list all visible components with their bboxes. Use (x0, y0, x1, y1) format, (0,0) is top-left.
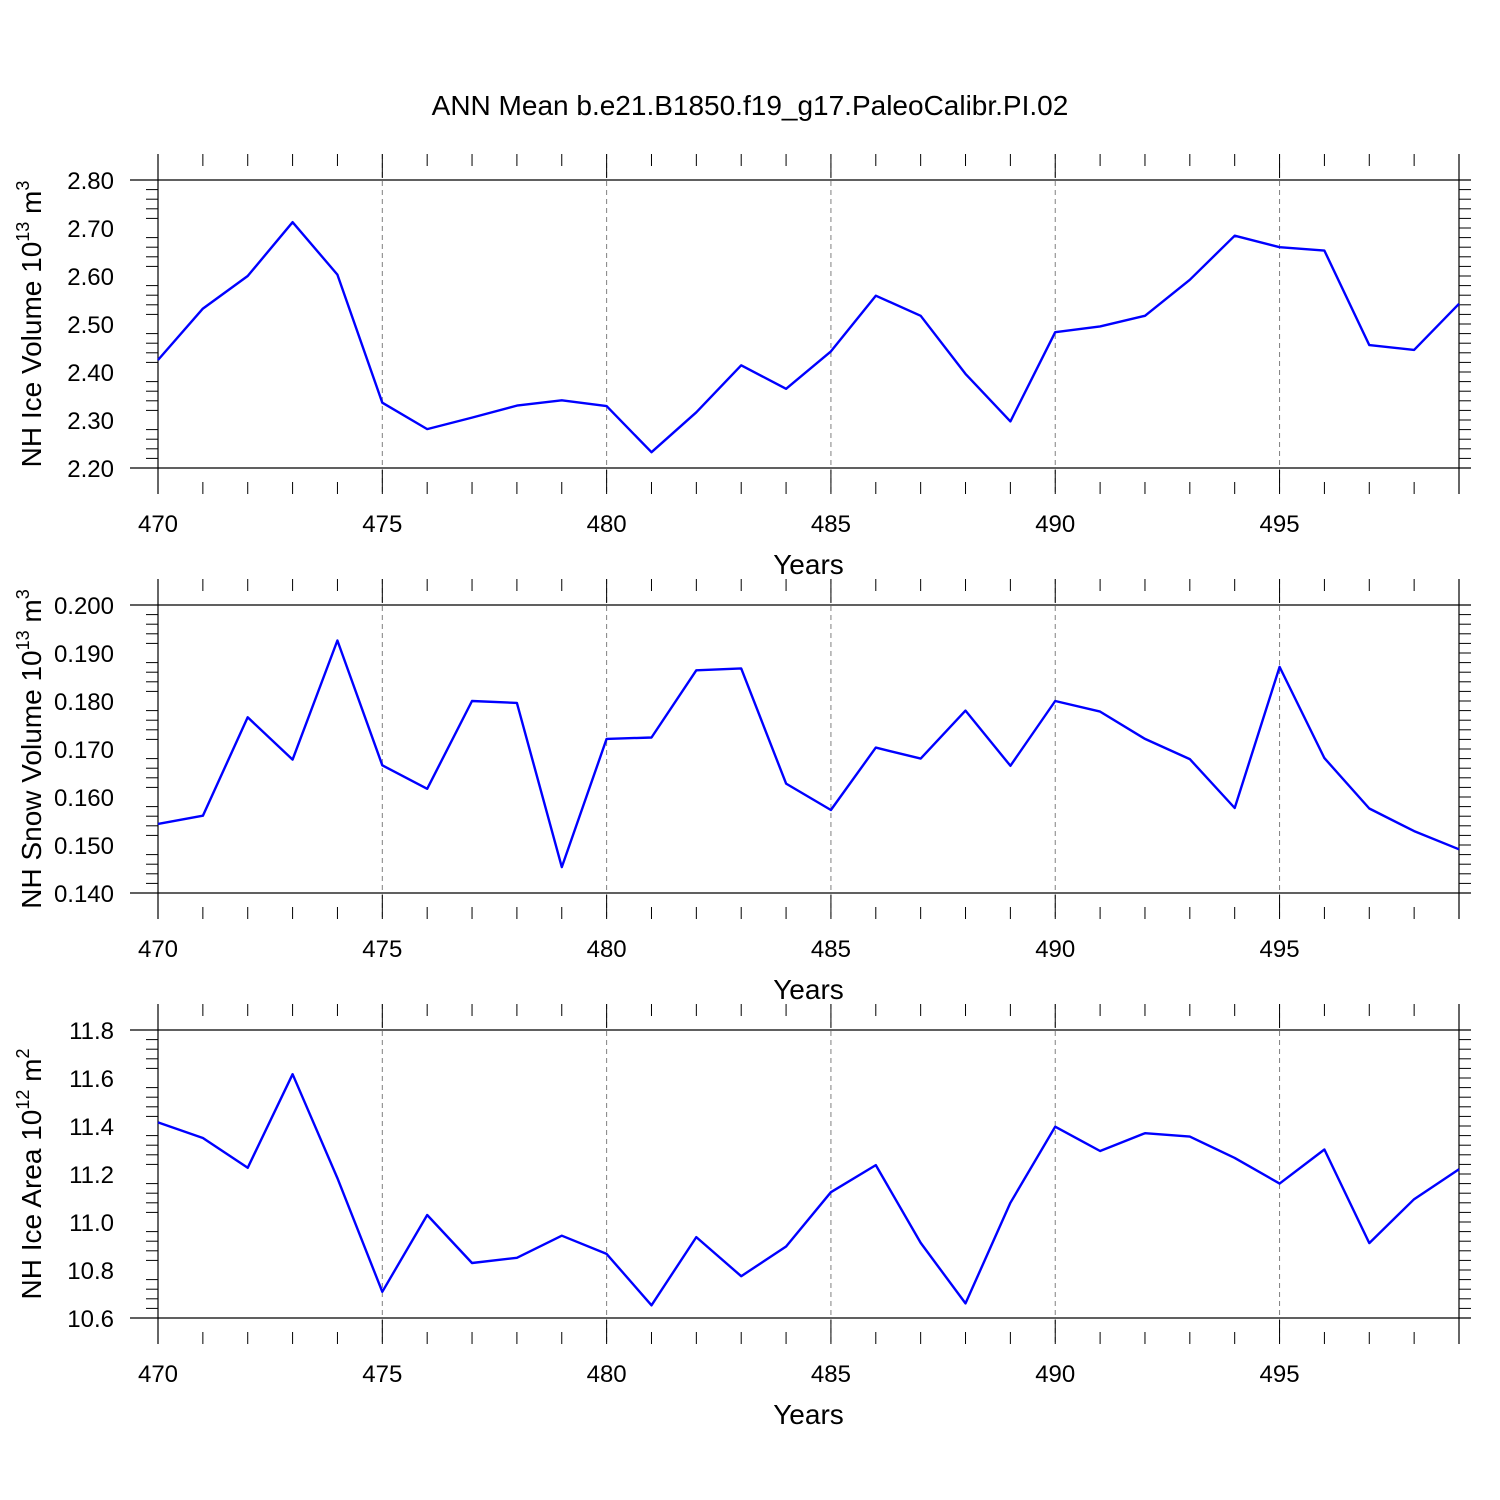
y-axis-title-text: m (16, 599, 47, 630)
series-line (157, 1072, 1460, 1307)
x-tick-label: 490 (1035, 936, 1075, 963)
y-axis-title-exponent: 3 (13, 589, 33, 599)
y-tick-label: 0.200 (54, 593, 114, 620)
x-tick-label: 480 (587, 936, 627, 963)
y-tick-label: 11.6 (69, 1066, 114, 1093)
x-tick-label: 475 (362, 1361, 402, 1388)
chart-title: ANN Mean b.e21.B1850.f19_g17.PaleoCalibr… (432, 90, 1069, 121)
panel-2: 0.140 0.150 0.160 0.170 0.180 0.190 0.200 470 47… (13, 579, 1471, 1005)
y-axis-title-exponent: 2 (13, 1048, 33, 1058)
x-axis-title: Years (773, 549, 844, 580)
y-tick-label: 2.80 (67, 168, 114, 195)
x-tick-label: 480 (587, 1361, 627, 1388)
y-tick-label: 0.160 (54, 785, 114, 812)
panel-1: 2.20 2.30 2.40 2.50 2.60 2.70 2.80 470 475 480 485… (13, 154, 1471, 580)
y-tick-label: 10.6 (67, 1306, 114, 1333)
y-axis-title: NH Ice Volume 1013 m3 (13, 181, 47, 468)
y-axis-title-text: NH Ice Area 10 (16, 1110, 47, 1300)
y-axis-title-text: NH Ice Volume 10 (16, 242, 47, 468)
panels: 2.20 2.30 2.40 2.50 2.60 2.70 2.80 470 475 480 485… (13, 154, 1471, 1430)
y-tick-label: 2.50 (67, 312, 114, 339)
y-axis-title-text: NH Snow Volume 10 (16, 650, 47, 908)
series-line (157, 220, 1460, 454)
x-tick-label: 470 (138, 936, 178, 963)
y-tick-label: 2.60 (67, 264, 114, 291)
x-tick-label: 470 (138, 511, 178, 538)
y-tick-label: 10.8 (67, 1258, 114, 1285)
series-line (157, 639, 1460, 869)
x-tick-label: 495 (1260, 936, 1300, 963)
y-tick-label: 0.150 (54, 833, 114, 860)
y-tick-label: 2.30 (67, 408, 114, 435)
y-axis-title-exponent: 13 (13, 630, 33, 650)
y-axis-title-exponent: 12 (13, 1090, 33, 1110)
y-tick-label: 0.140 (54, 881, 114, 908)
y-axis-title-exponent: 3 (13, 181, 33, 191)
x-tick-label: 490 (1035, 1361, 1075, 1388)
x-tick-label: 475 (362, 936, 402, 963)
x-tick-label: 490 (1035, 511, 1075, 538)
y-axis-title: NH Snow Volume 1013 m3 (13, 589, 47, 909)
x-tick-label: 470 (138, 1361, 178, 1388)
y-tick-label: 11.0 (69, 1210, 114, 1237)
y-tick-label: 0.190 (54, 641, 114, 668)
x-tick-label: 475 (362, 511, 402, 538)
x-tick-label: 485 (811, 1361, 851, 1388)
panel-3: 10.6 10.8 11.0 11.2 11.4 11.6 11.8 470 475 480 485… (13, 1004, 1471, 1430)
y-axis-title-exponent: 13 (13, 222, 33, 242)
x-tick-label: 480 (587, 511, 627, 538)
x-tick-label: 495 (1260, 511, 1300, 538)
y-tick-label: 11.2 (69, 1162, 114, 1189)
y-tick-label: 2.40 (67, 360, 114, 387)
y-tick-label: 2.70 (67, 216, 114, 243)
y-axis-title: NH Ice Area 1012 m2 (13, 1048, 47, 1299)
y-tick-label: 0.180 (54, 689, 114, 716)
y-tick-label: 11.4 (69, 1114, 114, 1141)
x-axis-title: Years (773, 1399, 844, 1430)
x-tick-label: 485 (811, 936, 851, 963)
y-tick-label: 2.20 (67, 456, 114, 483)
y-axis-title-text: m (16, 191, 47, 222)
y-tick-label: 11.8 (69, 1018, 114, 1045)
x-tick-label: 495 (1260, 1361, 1300, 1388)
x-tick-label: 485 (811, 511, 851, 538)
y-tick-label: 0.170 (54, 737, 114, 764)
x-axis-title: Years (773, 974, 844, 1005)
y-axis-title-text: m (16, 1059, 47, 1090)
